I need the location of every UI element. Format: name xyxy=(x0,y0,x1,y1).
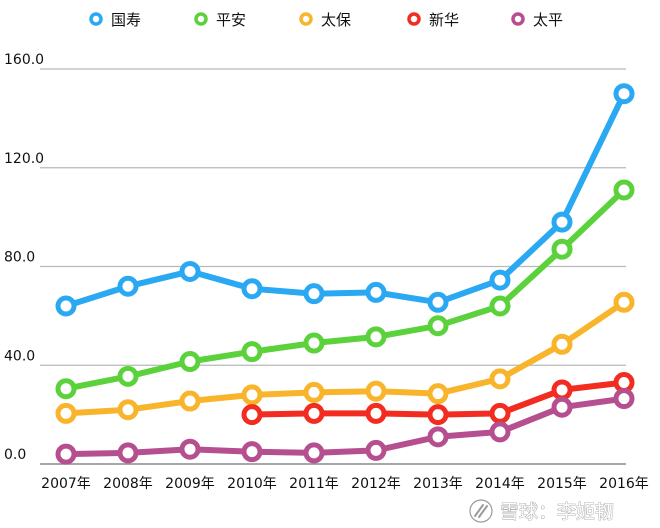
x-tick-label: 2010年 xyxy=(227,476,277,492)
data-point xyxy=(179,351,201,373)
data-point xyxy=(55,402,77,424)
data-point xyxy=(427,315,449,337)
data-point xyxy=(241,278,263,300)
data-point xyxy=(303,381,325,403)
x-tick-label: 2012年 xyxy=(351,476,401,492)
x-tick-label: 2009年 xyxy=(165,476,215,492)
data-point xyxy=(365,380,387,402)
data-point xyxy=(117,365,139,387)
legend-label: 太平 xyxy=(533,11,563,29)
data-point xyxy=(365,402,387,424)
snowball-logo-icon xyxy=(469,499,493,523)
y-tick-label: 0.0 xyxy=(4,447,26,463)
data-point xyxy=(551,333,573,355)
data-point xyxy=(613,83,635,105)
data-point xyxy=(489,368,511,390)
data-point xyxy=(241,404,263,426)
legend-item: 新华 xyxy=(407,11,459,29)
x-tick-label: 2015年 xyxy=(537,476,587,492)
data-point xyxy=(489,295,511,317)
x-tick-label: 2013年 xyxy=(413,476,463,492)
series-3 xyxy=(55,291,635,424)
series-5 xyxy=(55,388,635,465)
legend-marker-icon xyxy=(194,12,208,26)
data-point xyxy=(427,291,449,313)
data-point xyxy=(117,275,139,297)
data-point xyxy=(179,390,201,412)
legend-label: 新华 xyxy=(429,11,459,29)
series-line xyxy=(63,299,627,417)
data-point xyxy=(613,291,635,313)
data-point xyxy=(117,442,139,464)
data-point xyxy=(117,399,139,421)
legend: 国寿 平安 太保 新华 太平 xyxy=(89,11,563,29)
data-point xyxy=(489,402,511,424)
series-line xyxy=(63,90,627,309)
legend-label: 太保 xyxy=(321,11,351,29)
series-line xyxy=(63,187,627,392)
watermark-text: 雪球：李姬韧 xyxy=(500,501,614,523)
data-point xyxy=(551,396,573,418)
data-point xyxy=(613,179,635,201)
legend-marker-icon xyxy=(299,12,313,26)
watermark: 雪球：李姬韧 xyxy=(469,499,614,523)
grid-lines xyxy=(40,68,626,465)
legend-item: 太平 xyxy=(511,11,563,29)
data-point xyxy=(489,269,511,291)
data-point xyxy=(613,388,635,410)
series-layer xyxy=(55,83,635,465)
data-point xyxy=(365,281,387,303)
x-tick-label: 2014年 xyxy=(475,476,525,492)
data-point xyxy=(55,295,77,317)
legend-marker-icon xyxy=(407,12,421,26)
data-point xyxy=(55,378,77,400)
series-2 xyxy=(55,179,635,400)
data-point xyxy=(241,441,263,463)
data-point xyxy=(551,211,573,233)
data-point xyxy=(303,402,325,424)
data-point xyxy=(489,421,511,443)
data-point xyxy=(365,326,387,348)
data-point xyxy=(365,439,387,461)
data-point xyxy=(55,443,77,465)
y-axis: 0.0 40.0 80.0 120.0 160.0 xyxy=(4,52,44,463)
data-point xyxy=(551,238,573,260)
x-tick-label: 2007年 xyxy=(41,476,91,492)
data-point xyxy=(551,379,573,401)
legend-label: 平安 xyxy=(216,11,246,29)
data-point xyxy=(241,384,263,406)
x-axis: 2007年 2008年 2009年 2010年 2011年 2012年 2013年 2014年… xyxy=(41,476,649,492)
series-1 xyxy=(55,83,635,317)
y-tick-label: 120.0 xyxy=(4,151,44,167)
series-line xyxy=(63,395,627,458)
data-point xyxy=(427,383,449,405)
data-point xyxy=(241,341,263,363)
legend-item: 国寿 xyxy=(89,11,141,29)
data-point xyxy=(427,404,449,426)
data-point xyxy=(427,426,449,448)
y-tick-label: 80.0 xyxy=(4,250,35,266)
legend-marker-icon xyxy=(89,12,103,26)
legend-label: 国寿 xyxy=(111,11,141,29)
data-point xyxy=(303,332,325,354)
x-tick-label: 2016年 xyxy=(599,476,649,492)
x-tick-label: 2011年 xyxy=(289,476,339,492)
y-tick-label: 160.0 xyxy=(4,52,44,68)
legend-item: 平安 xyxy=(194,11,246,29)
data-point xyxy=(303,442,325,464)
data-point xyxy=(179,260,201,282)
y-tick-label: 40.0 xyxy=(4,348,35,364)
x-tick-label: 2008年 xyxy=(103,476,153,492)
legend-item: 太保 xyxy=(299,11,351,29)
data-point xyxy=(179,438,201,460)
legend-marker-icon xyxy=(511,12,525,26)
data-point xyxy=(303,283,325,305)
